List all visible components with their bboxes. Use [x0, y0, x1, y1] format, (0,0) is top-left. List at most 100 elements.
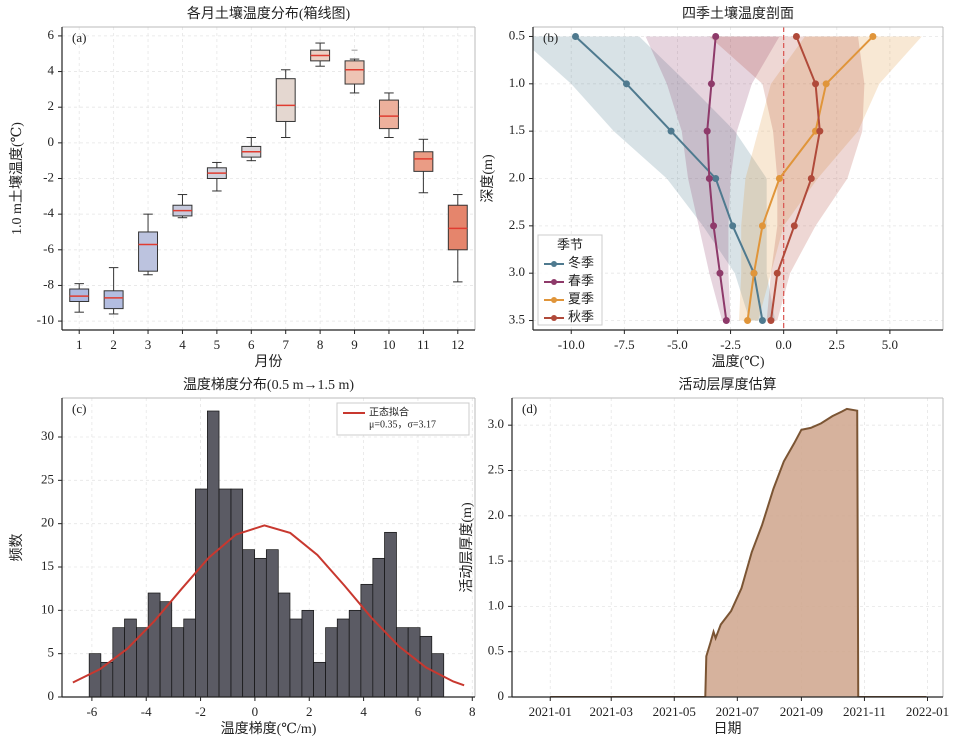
area	[550, 408, 927, 697]
legend-box	[336, 402, 470, 436]
point	[792, 32, 800, 40]
point	[767, 317, 775, 325]
y-tick-label: 1.0	[509, 75, 525, 90]
x-tick-label: 9	[351, 337, 358, 352]
y-tick-label: 1.5	[488, 552, 504, 567]
plot-area	[69, 42, 468, 315]
bar	[277, 592, 291, 697]
x-axis-label: 日期	[714, 721, 742, 737]
bar	[195, 488, 208, 697]
point	[790, 222, 798, 230]
y-tick-label: 4	[48, 63, 55, 78]
x-axis-label: 月份	[255, 354, 283, 370]
legend-label: 春季	[568, 273, 594, 288]
legend-box	[537, 234, 603, 326]
point	[667, 127, 675, 135]
y-tick-label: 1.5	[509, 122, 525, 137]
bar	[360, 583, 374, 697]
point	[773, 269, 781, 277]
x-tick-label: 3	[145, 337, 152, 352]
bar	[265, 549, 279, 697]
legend-dot	[551, 315, 557, 321]
panel: 0.5 1.0 1.5 2.0 2.5 3.0 3.5 -10.0 -7.5 -5.0 -2.5 0.…	[480, 5, 944, 370]
y-axis-label: 频数	[9, 534, 25, 562]
bar	[147, 592, 161, 697]
box	[138, 231, 159, 272]
x-tick-label: 0.0	[776, 337, 792, 352]
y-tick-label: 3.5	[509, 312, 525, 327]
point	[822, 80, 830, 88]
y-tick-label: 2.0	[509, 169, 525, 184]
bar	[88, 653, 102, 697]
x-tick-label: 4	[179, 337, 186, 352]
chart-title: 温度梯度分布(0.5 m→1.5 m)	[183, 377, 354, 393]
bar	[384, 531, 397, 697]
point	[812, 80, 820, 88]
plot-area	[533, 27, 922, 330]
bar	[124, 618, 137, 697]
x-tick-label: -6	[86, 704, 97, 719]
box	[378, 99, 399, 130]
bar	[183, 618, 196, 697]
point	[707, 80, 715, 88]
bar	[336, 618, 350, 697]
y-tick-label: 2.5	[509, 217, 525, 232]
chart-title: 各月土壤温度分布(箱线图)	[187, 5, 351, 22]
y-tick-label: 25	[41, 471, 54, 486]
plot-area	[72, 410, 465, 697]
chart-title: 四季土壤温度剖面	[682, 5, 794, 22]
x-tick-label: 0	[252, 704, 259, 719]
x-tick-label: -5.0	[667, 337, 688, 352]
x-tick-label: -7.5	[614, 337, 635, 352]
x-tick-label: 11	[417, 337, 430, 352]
x-tick-label: 2021-11	[843, 704, 886, 719]
x-tick-label: 6	[248, 337, 255, 352]
panel-label: (d)	[522, 401, 537, 416]
x-tick-label: -10.0	[558, 337, 585, 352]
y-axis-label: 1.0 m土壤温度(℃)	[8, 122, 25, 235]
legend-dot	[551, 297, 557, 303]
point	[705, 175, 713, 182]
y-tick-label: 15	[41, 558, 54, 573]
point	[869, 32, 877, 40]
box	[413, 151, 434, 172]
box	[447, 204, 468, 251]
point	[744, 317, 752, 325]
x-tick-label: 7	[282, 337, 289, 352]
panel: 0 5 10 15 20 25 30 -6 -4 -2 0 2 4 6 8 正态拟合μ=0.35，σ=3.17…	[9, 377, 475, 737]
x-tick-label: 6	[415, 704, 422, 719]
point	[758, 222, 766, 230]
bar	[301, 609, 314, 697]
bar	[242, 549, 255, 697]
y-tick-label: 1.0	[488, 597, 504, 612]
point	[712, 32, 720, 40]
x-tick-label: 2021-07	[716, 704, 760, 719]
y-tick-label: -8	[43, 276, 54, 291]
point	[712, 175, 720, 182]
x-tick-label: 5.0	[882, 337, 898, 352]
y-tick-label: 10	[41, 601, 54, 616]
point	[807, 175, 815, 182]
x-tick-label: 2022-01	[906, 704, 949, 719]
legend-label: 正态拟合	[369, 405, 409, 418]
plot-area	[550, 407, 927, 697]
point	[729, 222, 737, 230]
point	[703, 127, 711, 135]
band	[709, 36, 865, 321]
point	[710, 222, 718, 230]
fit-curve	[72, 524, 465, 687]
y-tick-label: -10	[37, 312, 54, 327]
legend-label: 秋季	[568, 309, 594, 324]
bar	[313, 661, 326, 697]
panel-label: (c)	[72, 401, 86, 416]
bar	[112, 627, 125, 697]
x-tick-label: 8	[317, 337, 324, 352]
y-tick-label: 3.0	[488, 416, 504, 431]
x-axis-label: 温度梯度(℃/m)	[221, 721, 317, 737]
x-tick-label: 2.5	[829, 337, 845, 352]
y-tick-label: 0.5	[488, 643, 504, 658]
x-tick-label: 2	[110, 337, 117, 352]
x-tick-label: -4	[141, 704, 152, 719]
x-tick-label: 2021-01	[529, 704, 572, 719]
